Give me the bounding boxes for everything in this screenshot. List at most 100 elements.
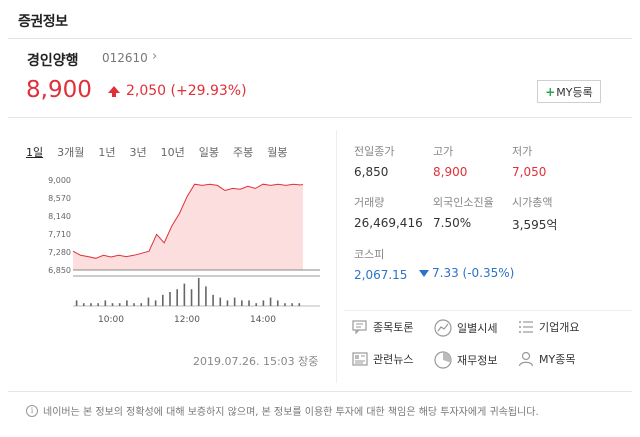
volume-bar xyxy=(212,294,214,306)
stat-label: 시가총액 xyxy=(512,196,553,209)
volume-bar xyxy=(162,294,164,306)
link-finance[interactable]: 재무정보 xyxy=(434,351,497,369)
tab-3y[interactable]: 3년 xyxy=(129,146,147,159)
stat-value: 6,850 xyxy=(354,165,389,179)
link-label: 기업개요 xyxy=(539,321,580,334)
volume-bar xyxy=(233,297,236,306)
stat-high: 고가 8,900 xyxy=(433,143,467,179)
tab-monthly-candle[interactable]: 월봉 xyxy=(267,146,288,159)
stock-name-link[interactable]: 경인양행 xyxy=(27,53,79,69)
plus-icon: + xyxy=(545,84,556,99)
volume-bar xyxy=(154,300,157,306)
volume-bar xyxy=(276,300,279,306)
stat-low: 저가 7,050 xyxy=(512,143,546,179)
divider xyxy=(8,391,632,392)
price-line xyxy=(72,183,304,259)
stat-foreign-ratio: 외국인소진율 7.50% xyxy=(433,194,494,230)
divider xyxy=(8,38,632,39)
link-label: 종목토론 xyxy=(373,321,414,334)
divider xyxy=(336,130,337,383)
stat-label: 코스피 xyxy=(354,248,385,261)
tab-10y[interactable]: 10년 xyxy=(160,146,185,159)
price-chart[interactable]: 9,000 8,570 8,140 7,710 7,280 6,850 10:00 12:00… xyxy=(40,168,330,328)
divider xyxy=(8,117,632,118)
tab-weekly-candle[interactable]: 주봉 xyxy=(233,146,254,159)
current-price: 8,900 xyxy=(26,77,92,103)
link-news[interactable]: 관련뉴스 xyxy=(352,351,413,367)
volume-bar xyxy=(291,303,293,306)
volume-bar xyxy=(169,292,171,306)
news-icon xyxy=(352,352,368,366)
link-company[interactable]: 기업개요 xyxy=(518,319,579,335)
volume-bar xyxy=(97,303,99,306)
stat-market-cap: 시가총액 3,595억 xyxy=(512,194,557,233)
y-tick-label: 9,000 xyxy=(48,176,71,185)
kospi-change-value: 7.33 (-0.35%) xyxy=(432,266,515,280)
stat-volume: 거래량 26,469,416 xyxy=(354,194,423,230)
daily-price-icon xyxy=(434,319,452,337)
volume-bar xyxy=(147,297,150,306)
link-discussion[interactable]: 종목토론 xyxy=(352,319,413,335)
my-register-button[interactable]: + MY등록 xyxy=(537,80,601,103)
info-icon: i xyxy=(26,404,38,417)
y-tick-label: 7,710 xyxy=(48,230,71,239)
stat-label: 저가 xyxy=(512,145,533,158)
volume-bar xyxy=(255,303,258,306)
chevron-right-icon[interactable]: › xyxy=(152,49,158,64)
kospi-change: 7.33 (-0.35%) xyxy=(419,266,514,280)
link-label: 재무정보 xyxy=(457,354,498,367)
volume-bar xyxy=(241,300,243,306)
link-my-stock[interactable]: MY종목 xyxy=(518,351,575,367)
volume-bar xyxy=(298,303,301,306)
stat-value: 26,469,416 xyxy=(354,216,423,230)
stat-label: 거래량 xyxy=(354,196,385,209)
y-tick-label: 8,140 xyxy=(48,212,71,221)
company-icon xyxy=(519,321,533,333)
x-tick-label: 10:00 xyxy=(98,315,124,325)
volume-bar xyxy=(75,300,78,306)
volume-bar xyxy=(126,300,128,306)
disclaimer: i 네이버는 본 정보의 정확성에 대해 보증하지 않으며, 본 정보를 이용한… xyxy=(26,403,539,418)
volume-bar xyxy=(226,300,229,306)
volume-bar xyxy=(140,303,143,306)
divider xyxy=(344,310,632,311)
timestamp: 2019.07.26. 15:03 장중 xyxy=(193,355,319,368)
up-arrow-icon xyxy=(108,86,120,93)
tab-3m[interactable]: 3개월 xyxy=(57,146,85,159)
stat-label: 외국인소진율 xyxy=(433,196,494,209)
disclaimer-text: 네이버는 본 정보의 정확성에 대해 보증하지 않으며, 본 정보를 이용한 투… xyxy=(43,407,539,418)
link-label: 일별시세 xyxy=(457,322,498,335)
volume-bar xyxy=(219,297,222,306)
stat-label: 전일종가 xyxy=(354,145,395,158)
tab-1d[interactable]: 1일 xyxy=(26,146,44,159)
up-arrow-icon-stem xyxy=(112,92,116,97)
stat-kospi: 코스피 2,067.15 xyxy=(354,246,407,282)
link-label: MY종목 xyxy=(539,353,576,366)
my-stock-icon xyxy=(518,351,534,367)
stat-value: 8,900 xyxy=(433,165,468,179)
volume-bar xyxy=(111,303,114,306)
discussion-icon xyxy=(352,320,367,334)
stat-label: 고가 xyxy=(433,145,454,158)
y-tick-label: 7,280 xyxy=(48,248,71,257)
volume-bar xyxy=(133,303,135,306)
my-register-label: MY등록 xyxy=(556,85,593,99)
stat-value: 3,595억 xyxy=(512,218,558,232)
volume-bar xyxy=(205,286,207,306)
volume-bar xyxy=(262,300,265,306)
section-title: 증권정보 xyxy=(18,14,68,30)
stock-code: 012610 xyxy=(102,51,148,65)
volume-bar xyxy=(190,289,193,306)
stat-value: 2,067.15 xyxy=(354,268,408,282)
tab-daily-candle[interactable]: 일봉 xyxy=(198,146,219,159)
volume-bar xyxy=(104,300,107,306)
chart-period-tabs: 1일 3개월 1년 3년 10년 일봉 주봉 월봉 xyxy=(26,144,302,160)
volume-bar xyxy=(197,278,200,306)
x-tick-label: 14:00 xyxy=(250,315,276,325)
tab-1y[interactable]: 1년 xyxy=(98,146,116,159)
volume-bar xyxy=(284,303,286,306)
volume-bar xyxy=(176,289,178,306)
link-label: 관련뉴스 xyxy=(373,353,414,366)
link-daily-price[interactable]: 일별시세 xyxy=(434,319,497,337)
stat-prev-close: 전일종가 6,850 xyxy=(354,143,394,179)
